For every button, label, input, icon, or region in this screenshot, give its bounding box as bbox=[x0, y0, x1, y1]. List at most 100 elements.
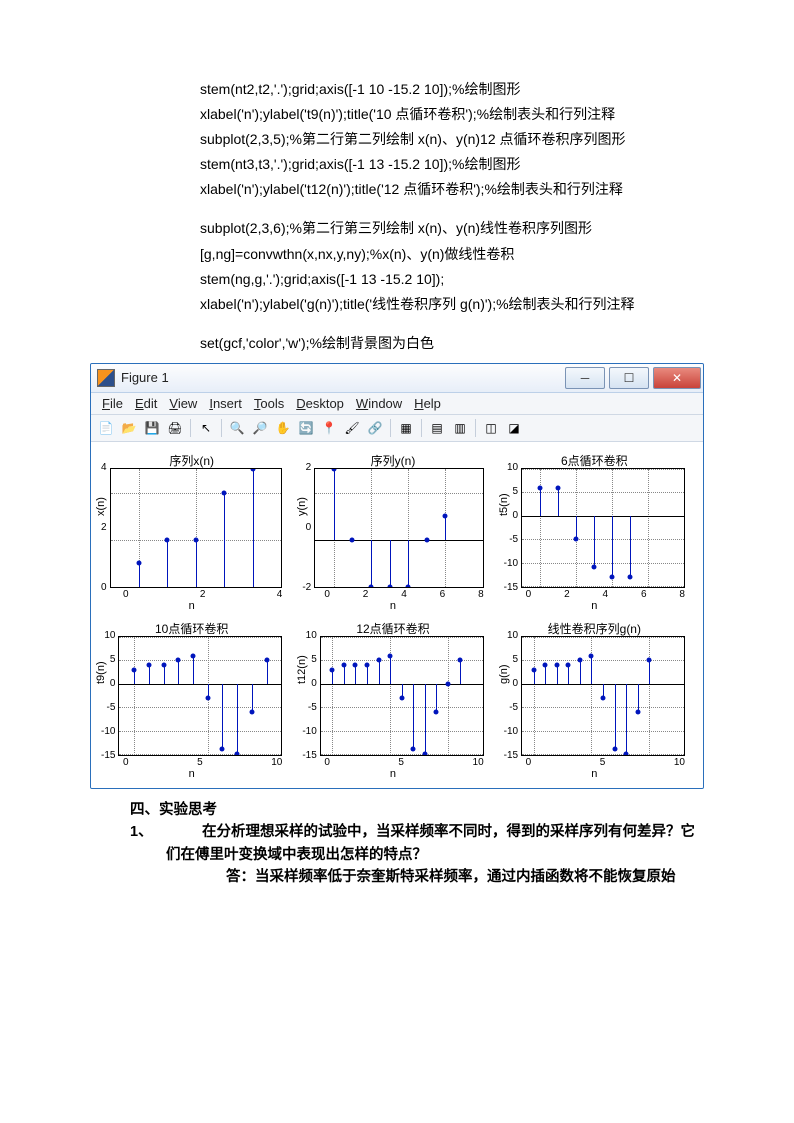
chart-2: 6点循环卷积t5(n)1050-5-10-1502468n bbox=[504, 452, 685, 612]
menu-tools[interactable]: Tools bbox=[249, 395, 289, 412]
chart-4: 12点循环卷积t12(n)1050-5-10-150510n bbox=[302, 620, 483, 780]
rotate-icon[interactable]: 🔄 bbox=[296, 418, 316, 438]
chart-title: 序列x(n) bbox=[101, 452, 282, 466]
xlabel: n bbox=[101, 768, 282, 780]
xtick: 6 bbox=[440, 589, 446, 600]
axes-icon[interactable]: ▥ bbox=[450, 418, 470, 438]
xtick: 8 bbox=[478, 589, 484, 600]
code-line: xlabel('n');ylabel('t9(n)');title('10 点循… bbox=[200, 103, 704, 126]
plot bbox=[314, 468, 483, 588]
chart-title: 线性卷积序列g(n) bbox=[504, 620, 685, 634]
xtick: 4 bbox=[603, 589, 609, 600]
xtick: 0 bbox=[123, 757, 129, 768]
pan-icon[interactable]: ✋ bbox=[273, 418, 293, 438]
code-line: set(gcf,'color','w');%绘制背景图为白色 bbox=[200, 332, 704, 355]
ylabel: y(n) bbox=[296, 497, 308, 516]
zoom-in-icon[interactable]: 🔍 bbox=[227, 418, 247, 438]
code-line: subplot(2,3,5);%第二行第二列绘制 x(n)、y(n)12 点循环… bbox=[200, 128, 704, 151]
menu-desktop[interactable]: Desktop bbox=[291, 395, 349, 412]
close-button[interactable]: ✕ bbox=[653, 367, 701, 389]
xtick: 5 bbox=[197, 757, 203, 768]
chart-title: 12点循环卷积 bbox=[302, 620, 483, 634]
xtick: 10 bbox=[473, 757, 484, 768]
dock-icon[interactable]: ◪ bbox=[504, 418, 524, 438]
section-heading: 四、实验思考 bbox=[130, 799, 704, 821]
ylabel: t5(n) bbox=[498, 493, 510, 516]
menu-help[interactable]: Help bbox=[409, 395, 446, 412]
xtick: 0 bbox=[526, 757, 532, 768]
plot bbox=[110, 468, 283, 588]
code-line: xlabel('n');ylabel('g(n)');title('线性卷积序列… bbox=[200, 293, 704, 316]
xtick: 10 bbox=[674, 757, 685, 768]
colorbar-icon[interactable]: ▦ bbox=[396, 418, 416, 438]
xlabel: n bbox=[302, 600, 483, 612]
undock-icon[interactable]: ◫ bbox=[481, 418, 501, 438]
datacursor-icon[interactable]: 📍 bbox=[319, 418, 339, 438]
menu-file[interactable]: File bbox=[97, 395, 128, 412]
chart-1: 序列y(n)y(n)20-202468n bbox=[302, 452, 483, 612]
xtick: 8 bbox=[679, 589, 685, 600]
plot bbox=[521, 636, 685, 756]
brush-icon[interactable]: 🖌 bbox=[342, 418, 362, 438]
xtick: 0 bbox=[526, 589, 532, 600]
matlab-icon bbox=[97, 369, 115, 387]
code-line: stem(nt3,t3,'.');grid;axis([-1 13 -15.2 … bbox=[200, 153, 704, 176]
menubar: FileEditViewInsertToolsDesktopWindowHelp bbox=[91, 393, 703, 415]
chart-0: 序列x(n)x(n)420024n bbox=[101, 452, 282, 612]
question-number: 1、 bbox=[130, 821, 166, 866]
code-line: subplot(2,3,6);%第二行第三列绘制 x(n)、y(n)线性卷积序列… bbox=[200, 217, 704, 240]
chart-title: 6点循环卷积 bbox=[504, 452, 685, 466]
footer-text: 四、实验思考 1、 在分析理想采样的试验中，当采样频率不同时，得到的采样序列有何… bbox=[130, 799, 704, 889]
menu-insert[interactable]: Insert bbox=[204, 395, 247, 412]
xlabel: n bbox=[504, 600, 685, 612]
code-line: xlabel('n');ylabel('t12(n)');title('12 点… bbox=[200, 178, 704, 201]
xtick: 2 bbox=[564, 589, 570, 600]
code-line: stem(ng,g,'.');grid;axis([-1 13 -15.2 10… bbox=[200, 268, 704, 291]
xtick: 2 bbox=[200, 589, 206, 600]
chart-3: 10点循环卷积t9(n)1050-5-10-150510n bbox=[101, 620, 282, 780]
zoom-out-icon[interactable]: 🔎 bbox=[250, 418, 270, 438]
xtick: 0 bbox=[123, 589, 129, 600]
new-icon[interactable]: 📄 bbox=[96, 418, 116, 438]
plot bbox=[118, 636, 282, 756]
xtick: 10 bbox=[271, 757, 282, 768]
pointer-icon[interactable]: ↖ bbox=[196, 418, 216, 438]
menu-view[interactable]: View bbox=[164, 395, 202, 412]
figure-window: Figure 1 ─ ☐ ✕ FileEditViewInsertToolsDe… bbox=[90, 363, 704, 789]
plot bbox=[521, 468, 685, 588]
print-icon[interactable]: 🖨 bbox=[165, 418, 185, 438]
open-icon[interactable]: 📂 bbox=[119, 418, 139, 438]
xtick: 6 bbox=[641, 589, 647, 600]
xtick: 2 bbox=[363, 589, 369, 600]
xlabel: n bbox=[302, 768, 483, 780]
titlebar: Figure 1 ─ ☐ ✕ bbox=[91, 364, 703, 393]
plot-area: 序列x(n)x(n)420024n序列y(n)y(n)20-202468n6点循… bbox=[91, 442, 703, 788]
save-icon[interactable]: 💾 bbox=[142, 418, 162, 438]
window-title: Figure 1 bbox=[121, 370, 563, 385]
maximize-button[interactable]: ☐ bbox=[609, 367, 649, 389]
code-line: [g,ng]=convwthn(x,nx,y,ny);%x(n)、y(n)做线性… bbox=[200, 243, 704, 266]
xtick: 5 bbox=[398, 757, 404, 768]
ylabel: g(n) bbox=[498, 664, 510, 684]
chart-5: 线性卷积序列g(n)g(n)1050-5-10-150510n bbox=[504, 620, 685, 780]
menu-edit[interactable]: Edit bbox=[130, 395, 162, 412]
xtick: 4 bbox=[277, 589, 283, 600]
link-icon[interactable]: 🔗 bbox=[365, 418, 385, 438]
xtick: 5 bbox=[600, 757, 606, 768]
answer-text: 答：当采样频率低于奈奎斯特采样频率，通过内插函数将不能恢复原始 bbox=[226, 866, 704, 888]
xlabel: n bbox=[504, 768, 685, 780]
minimize-button[interactable]: ─ bbox=[565, 367, 605, 389]
chart-title: 10点循环卷积 bbox=[101, 620, 282, 634]
chart-title: 序列y(n) bbox=[302, 452, 483, 466]
question-text: 在分析理想采样的试验中，当采样频率不同时，得到的采样序列有何差异？它们在傅里叶变… bbox=[166, 821, 704, 866]
xtick: 0 bbox=[324, 589, 330, 600]
xtick: 0 bbox=[324, 757, 330, 768]
ylabel: t12(n) bbox=[296, 655, 308, 684]
ylabel: t9(n) bbox=[95, 661, 107, 684]
legend-icon[interactable]: ▤ bbox=[427, 418, 447, 438]
ylabel: x(n) bbox=[95, 497, 107, 516]
code-block: stem(nt2,t2,'.');grid;axis([-1 10 -15.2 … bbox=[200, 0, 704, 355]
menu-window[interactable]: Window bbox=[351, 395, 407, 412]
plot bbox=[320, 636, 484, 756]
xlabel: n bbox=[101, 600, 282, 612]
